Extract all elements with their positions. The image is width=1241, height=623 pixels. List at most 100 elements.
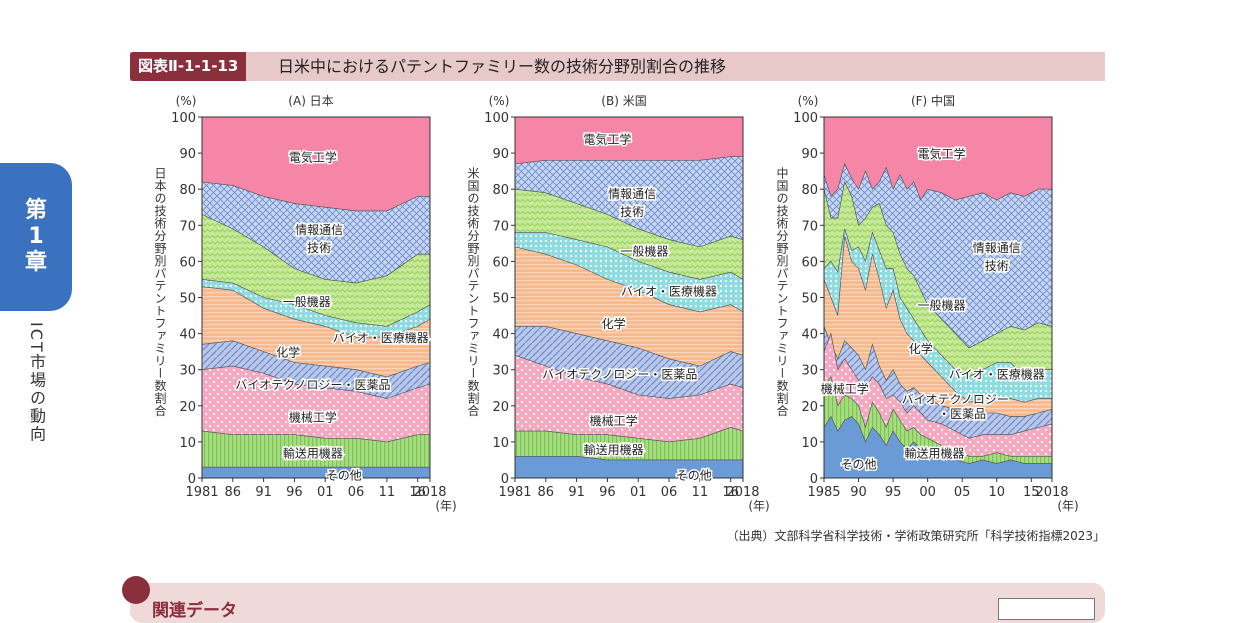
chapter-tab[interactable]: 第 1 章 xyxy=(0,163,72,311)
x-tick-label: 10 xyxy=(988,485,1005,500)
y-tick-label: 40 xyxy=(801,328,818,343)
related-data-dot xyxy=(122,576,150,604)
chart-china: 0 10 20 30 40 50 60 70 80 90 100 1985 90 95 00 05 10 1520… xyxy=(775,93,1079,513)
series-label: 一般機器 xyxy=(917,298,965,313)
series-label: バイオテクノロジー・医薬品 xyxy=(235,378,390,392)
series-label: バイオ・医療機器 xyxy=(949,366,1045,381)
y-tick-label: 60 xyxy=(801,255,818,270)
chart-title: (F) 中国 xyxy=(911,93,955,108)
series-label: その他 xyxy=(326,468,362,482)
series-label: 情報通信 xyxy=(608,187,656,201)
series-label: 機械工学 xyxy=(590,413,638,428)
y-tick-label: 100 xyxy=(171,111,196,126)
series-label: 電気工学 xyxy=(289,150,337,165)
y-tick-label: 100 xyxy=(484,111,509,126)
x-tick-label: 00 xyxy=(919,485,936,500)
x-tick-label: 2018 xyxy=(726,485,759,500)
y-tick-label: 80 xyxy=(179,183,196,198)
y-axis-label: 米国の技術分野別パテントファミリー数割合 xyxy=(466,167,480,417)
x-tick-label: 2018 xyxy=(413,485,446,500)
x-tick-label: 11 xyxy=(692,485,709,500)
y-tick-label: 100 xyxy=(793,111,818,126)
y-tick-label: 20 xyxy=(179,400,196,415)
series-label: 輸送用機器 xyxy=(905,446,965,461)
series-label: バイオ・医療機器 xyxy=(621,283,717,298)
y-tick-label: 0 xyxy=(188,472,196,487)
series-label: バイオ・医療機器 xyxy=(333,330,429,345)
chapter-char-1: 第 xyxy=(24,198,47,223)
x-tick-label: 15 xyxy=(1023,485,1040,500)
y-tick-label: 70 xyxy=(492,219,509,234)
y-tick-label: 90 xyxy=(492,147,509,162)
x-tick-label: 91 xyxy=(255,485,272,500)
x-tick-label: 96 xyxy=(286,485,303,500)
y-tick-label: 10 xyxy=(492,436,509,451)
y-tick-label: 30 xyxy=(801,364,818,379)
x-unit: (年) xyxy=(1057,499,1078,513)
chart-usa: 0 10 20 30 40 50 60 70 80 90 100 1981 86 91 96 01 06 11 16… xyxy=(466,94,770,513)
x-tick-label: 86 xyxy=(538,485,555,500)
series-label: 技術 xyxy=(307,241,331,255)
series-label: ・医薬品 xyxy=(938,407,986,421)
chart-title: (A) 日本 xyxy=(288,94,333,108)
x-tick-label: 1985 xyxy=(807,485,840,500)
related-data-panel xyxy=(130,583,1105,623)
series-label: 技術 xyxy=(620,205,644,219)
y-tick-label: 80 xyxy=(492,183,509,198)
y-tick-label: 60 xyxy=(492,255,509,270)
series-label: 電気工学 xyxy=(583,132,631,147)
y-tick-label: 20 xyxy=(801,400,818,415)
area-other xyxy=(201,466,431,479)
y-axis-label: 日本の技術分野別パテントファミリー数割合 xyxy=(153,167,167,417)
figure-number: 図表Ⅱ-1-1-13 xyxy=(130,52,247,81)
x-tick-label: 96 xyxy=(599,485,616,500)
x-tick-label: 16 xyxy=(409,485,426,500)
series-label: 電気工学 xyxy=(917,146,965,161)
x-tick-label: 1981 xyxy=(498,485,531,500)
y-tick-label: 0 xyxy=(501,472,509,487)
x-tick-label: 05 xyxy=(954,485,971,500)
y-tick-label: 30 xyxy=(492,364,509,379)
x-unit: (年) xyxy=(435,499,456,513)
source-note: （出典）文部科学省科学技術・学術政策研究所「科学技術指標2023」 xyxy=(726,529,1105,543)
series-label: 化学 xyxy=(909,341,933,356)
series-label: その他 xyxy=(841,458,877,472)
section-title: ICT市場の動向 xyxy=(27,322,46,444)
y-tick-label: 0 xyxy=(810,472,818,487)
series-label: 情報通信 xyxy=(295,223,343,237)
y-unit: (%) xyxy=(176,94,197,108)
y-tick-label: 90 xyxy=(801,147,818,162)
y-tick-label: 70 xyxy=(179,219,196,234)
y-tick-label: 10 xyxy=(179,436,196,451)
series-label: その他 xyxy=(676,468,712,482)
y-tick-label: 90 xyxy=(179,147,196,162)
series-label: バイオテクノロジー xyxy=(902,393,1009,407)
series-label: 技術 xyxy=(985,259,1009,273)
chapter-char-3: 章 xyxy=(24,250,47,275)
series-label: 輸送用機器 xyxy=(584,442,644,457)
chart-title: (B) 米国 xyxy=(601,94,646,108)
x-tick-label: 86 xyxy=(225,485,242,500)
series-label: 情報通信 xyxy=(973,241,1021,255)
x-tick-label: 1981 xyxy=(185,485,218,500)
series-label: 化学 xyxy=(602,316,626,331)
y-tick-label: 30 xyxy=(179,364,196,379)
y-unit: (%) xyxy=(798,94,819,108)
x-tick-label: 01 xyxy=(317,485,334,500)
x-tick-label: 95 xyxy=(885,485,902,500)
series-label: 機械工学 xyxy=(289,410,337,425)
series-label: 一般機器 xyxy=(283,294,331,309)
y-tick-label: 70 xyxy=(801,219,818,234)
series-label: 機械工学 xyxy=(821,381,869,396)
y-tick-label: 10 xyxy=(801,436,818,451)
x-tick-label: 90 xyxy=(850,485,867,500)
y-tick-label: 40 xyxy=(492,328,509,343)
related-data-button[interactable] xyxy=(998,598,1095,620)
x-unit: (年) xyxy=(748,499,769,513)
series-label: 輸送用機器 xyxy=(283,446,343,461)
y-tick-label: 80 xyxy=(801,183,818,198)
y-tick-label: 20 xyxy=(492,400,509,415)
chart-japan: 0 10 20 30 40 50 60 70 80 90 100 1981 86 91 96 01 06 11 16… xyxy=(153,94,457,513)
related-data-label: 関連データ xyxy=(152,601,237,621)
